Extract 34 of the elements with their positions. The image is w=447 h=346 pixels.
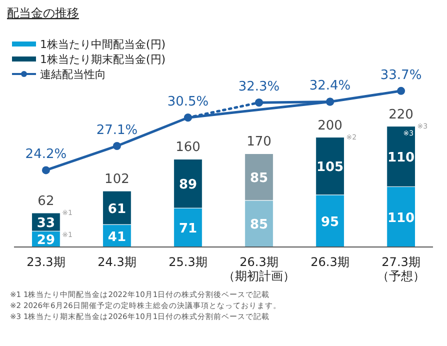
- total-label: 200: [318, 118, 342, 134]
- total-label: 170: [246, 134, 272, 150]
- data-label: 110: [387, 150, 415, 166]
- data-label: 33.7%: [380, 68, 422, 83]
- total-label: 160: [176, 140, 200, 156]
- data-label: 110: [387, 210, 415, 226]
- x-tick-label: 26.3期（期初計画）: [223, 255, 296, 283]
- data-label: 33: [36, 216, 56, 232]
- data-label: 71: [178, 222, 198, 237]
- data-label: 95: [320, 214, 340, 230]
- data-label: 61: [108, 202, 126, 217]
- data-label: 85: [250, 218, 268, 233]
- x-tick-label: 25.3期: [168, 255, 208, 269]
- data-label: 89: [178, 178, 198, 193]
- data-label: 105: [316, 160, 344, 176]
- data-label: 85: [250, 171, 268, 186]
- data-label: 32.3%: [238, 80, 280, 95]
- total-label: 62: [38, 194, 54, 209]
- data-label: 27.1%: [96, 122, 138, 138]
- data-label: 41: [108, 230, 126, 245]
- legend-label: 連結配当性向: [40, 68, 106, 81]
- x-tick-label: 23.3期: [26, 255, 66, 269]
- data-label: 32.4%: [309, 78, 351, 94]
- x-tick-label: 26.3期: [310, 255, 350, 269]
- data-label: 30.5%: [167, 94, 209, 110]
- x-tick-label: 24.3期: [98, 255, 136, 269]
- total-label: 220: [388, 107, 414, 122]
- legend-label: 1株当たり期末配当金(円): [40, 53, 166, 66]
- x-tick-label: 27.3期（予想）: [377, 255, 426, 283]
- data-label: 24.2%: [25, 147, 67, 162]
- total-label: 102: [104, 172, 130, 188]
- chart-title: 配当金の推移: [7, 6, 79, 20]
- data-label: 29: [36, 233, 56, 248]
- legend-label: 1株当たり中間配当金(円): [40, 38, 166, 51]
